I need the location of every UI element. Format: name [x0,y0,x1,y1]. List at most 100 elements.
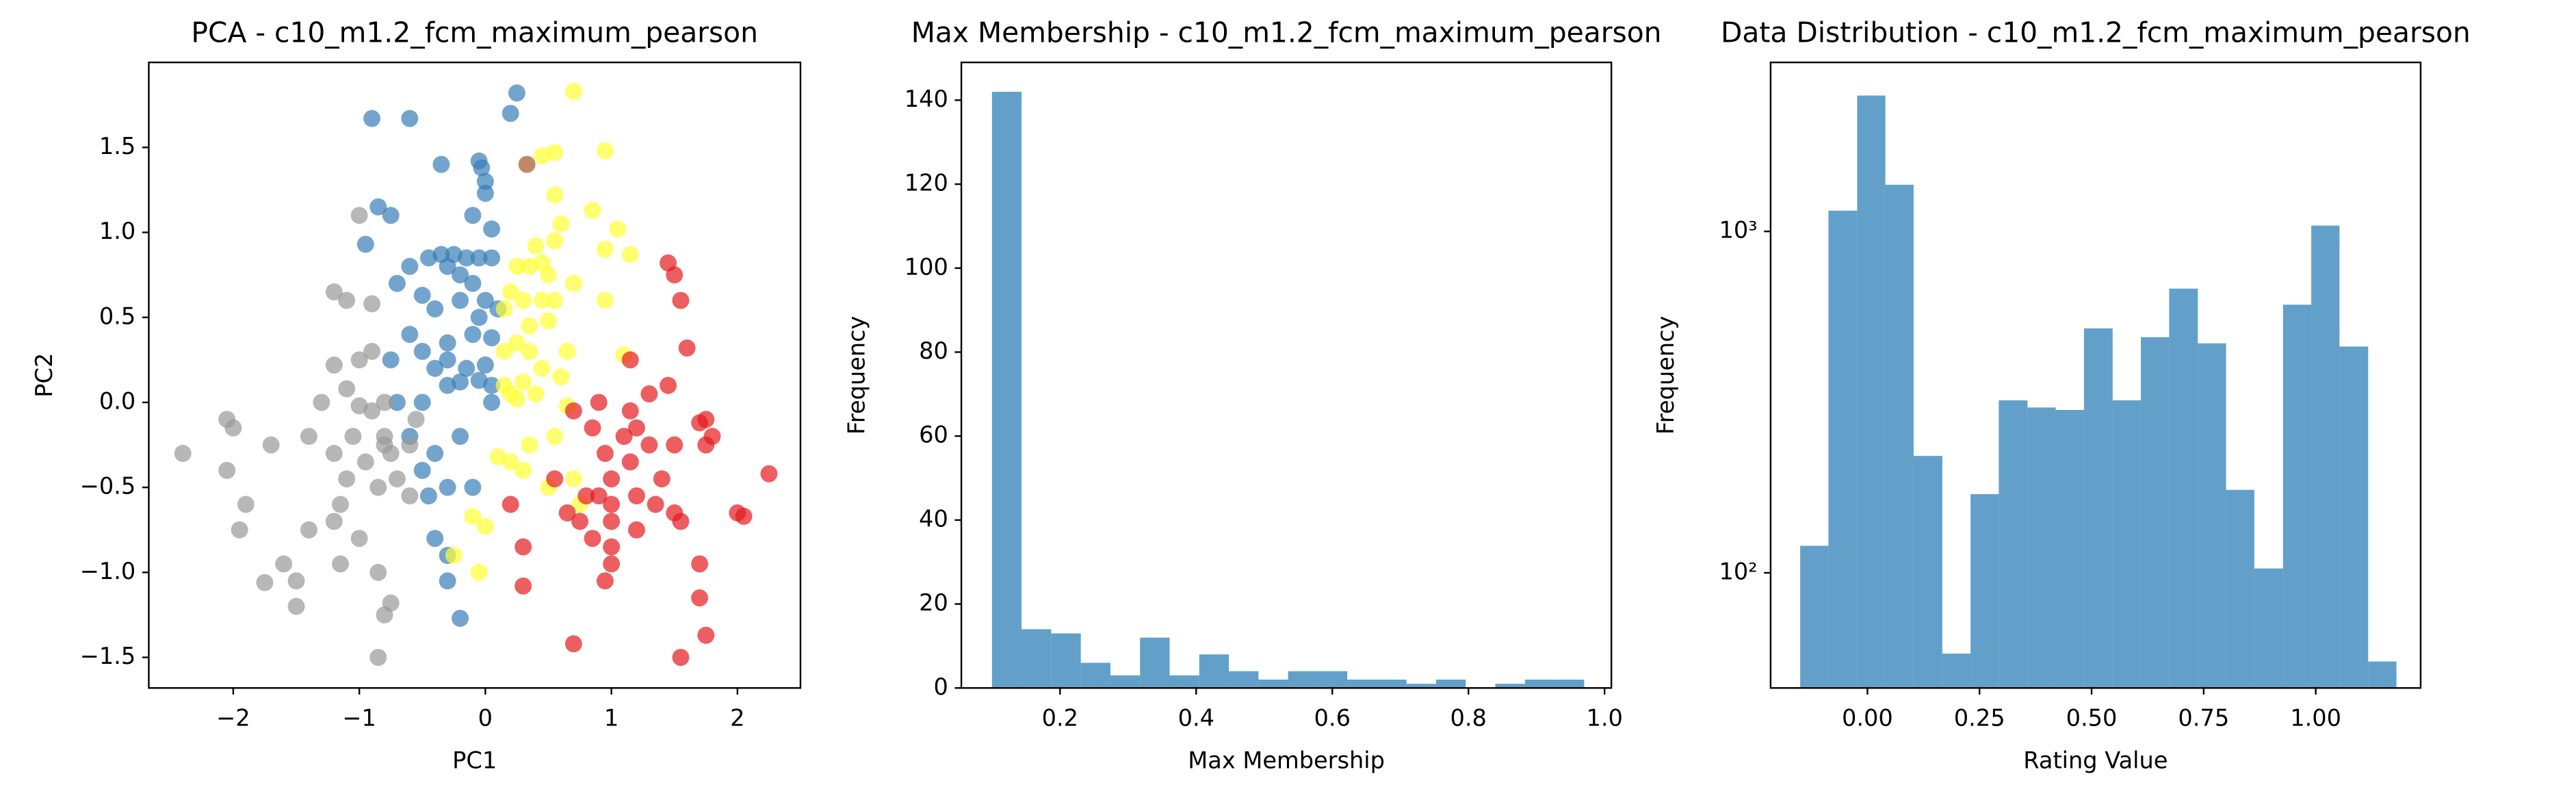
scatter-point [452,428,469,446]
scatter-point [584,530,601,548]
scatter-point [300,428,317,446]
scatter-point [546,470,564,488]
scatter-point [338,470,356,488]
scatter-point [407,411,425,428]
histogram-bar [1435,679,1466,688]
scatter-point [596,240,614,258]
scatter-point [483,394,501,411]
scatter-point [527,237,545,255]
x-axis-label: Rating Value [2023,747,2168,774]
scatter-point [502,385,519,403]
chart-title: Data Distribution - c10_m1.2_fcm_maximum… [1721,16,2471,49]
scatter-point [262,436,280,454]
scatter-point [546,186,564,204]
scatter-point [401,326,419,344]
scatter-point [640,436,658,454]
scatter-point [590,487,608,505]
scatter-point [533,147,551,165]
histogram-bar [2083,328,2113,688]
scatter-point [735,507,753,525]
y-tick-label: 100 [905,253,948,280]
x-axis-label: PC1 [452,747,497,774]
scatter-point [590,394,608,411]
scatter-point [382,351,400,369]
scatter-point [502,283,519,300]
scatter-point [558,504,576,522]
histogram-bar [2311,225,2340,688]
scatter-point [332,495,349,513]
scatter-point [621,453,639,471]
scatter-point [401,436,419,454]
scatter-point [382,207,400,224]
scatter-point [325,444,343,462]
scatter-point [760,465,778,482]
histogram-bar [1169,675,1199,688]
scatter-point [363,110,381,127]
scatter-point [647,495,664,513]
y-tick-label: 1.5 [99,133,135,159]
scatter-point [653,470,671,488]
scatter-point [495,342,513,360]
x-tick-label: 0.4 [1178,704,1214,731]
histogram-bar [1317,671,1348,688]
histogram-bar [1857,95,1886,688]
scatter-point [660,376,677,394]
x-tick-label: −2 [216,704,250,731]
scatter-point [518,155,536,173]
scatter-point [540,312,557,330]
scatter-point [552,215,570,233]
histogram-bar [1051,633,1081,688]
scatter-point [224,419,242,437]
scatter-point [401,110,419,127]
scatter-point [476,356,494,374]
scatter-point [426,444,444,462]
y-tick-label: −1.0 [80,558,136,584]
y-tick-label: 10³ [1719,217,1757,244]
scatter-point [666,436,684,454]
scatter-point [603,470,621,488]
scatter-point [515,461,532,479]
y-tick-label: 0 [933,673,948,700]
scatter-point [350,351,368,369]
histogram-bar [2282,305,2312,688]
scatter-point [621,351,639,369]
scatter-point [445,547,463,564]
scatter-point [376,428,393,446]
histogram-bar [1229,671,1259,688]
histogram-bar [1140,637,1170,688]
histogram-bar [1080,662,1110,688]
scatter-point [388,470,406,488]
scatter-point [256,574,274,591]
scatter-point [325,283,343,300]
scatter-point [413,286,431,304]
scatter-point [388,394,406,411]
scatter-point [470,309,488,326]
scatter-point [691,555,709,573]
scatter-point [473,159,491,177]
scatter-point [577,487,595,505]
scatter-point [571,513,589,530]
scatter-point [439,257,456,275]
histogram-bar [1199,654,1230,688]
scatter-point [483,376,501,394]
y-tick-label: 40 [919,505,948,532]
y-axis-label: Frequency [843,316,870,434]
scatter-point [218,461,236,479]
axes-frame [960,61,1613,689]
scatter-point [483,220,501,238]
histogram-bar [2198,343,2226,688]
scatter-point [508,334,525,352]
scatter-point [369,198,387,216]
scatter-point [476,184,494,202]
x-axis-label: Max Membership [1188,747,1385,774]
chart-title: Max Membership - c10_m1.2_fcm_maximum_pe… [911,16,1662,49]
scatter-point [363,402,381,420]
scatter-point [464,207,482,224]
scatter-point [564,635,582,653]
scatter-point [615,428,633,446]
scatter-point [376,394,393,411]
histogram-bar [2339,346,2369,688]
scatter-point [584,201,601,219]
